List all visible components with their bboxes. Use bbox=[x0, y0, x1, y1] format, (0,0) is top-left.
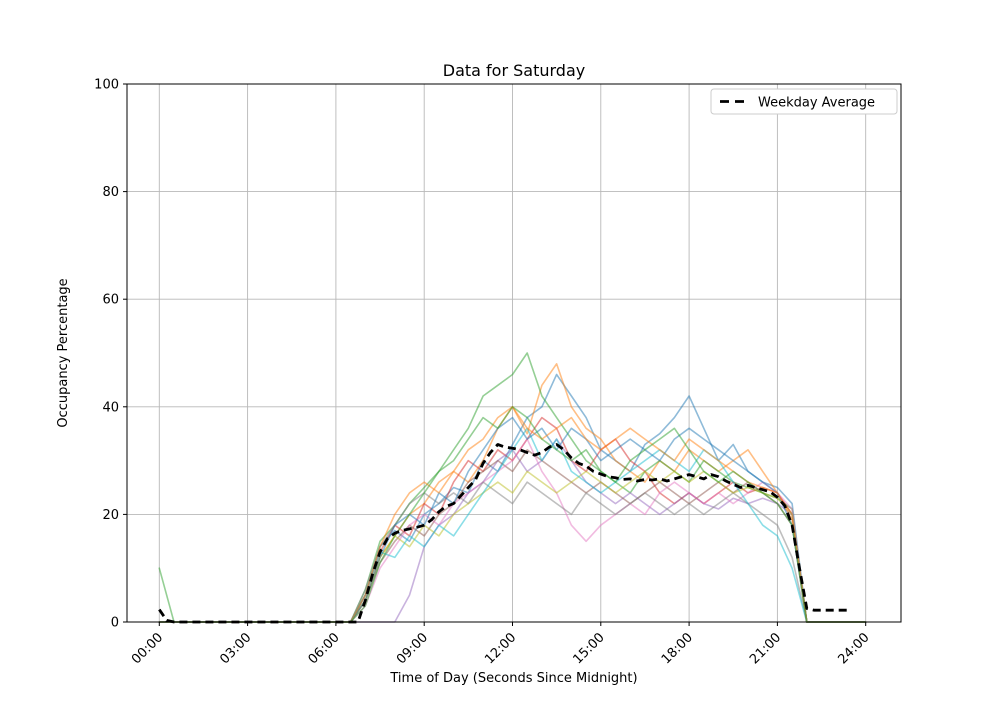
x-tick-label: 12:00 bbox=[482, 630, 519, 667]
x-axis-label: Time of Day (Seconds Since Midnight) bbox=[389, 671, 637, 686]
y-tick-label: 100 bbox=[94, 78, 119, 93]
x-tick-labels: 00:00 03:00 06:00 09:00 12:00 15:00 18:0… bbox=[129, 630, 873, 667]
plot-border bbox=[126, 83, 902, 623]
x-tick-label: 00:00 bbox=[129, 630, 166, 667]
y-tick-label: 20 bbox=[102, 508, 119, 523]
x-tick-label: 21:00 bbox=[747, 630, 784, 667]
y-tick-label: 0 bbox=[111, 616, 119, 631]
x-tick-label: 24:00 bbox=[835, 630, 872, 667]
x-tick-label: 18:00 bbox=[659, 630, 696, 667]
x-tick-label: 06:00 bbox=[306, 630, 343, 667]
legend-box bbox=[710, 88, 898, 115]
y-tick-label: 80 bbox=[102, 185, 119, 200]
y-tick-labels: 0 20 40 60 80 100 bbox=[94, 78, 119, 631]
chart-title: Data for Saturday bbox=[443, 61, 585, 80]
x-tick-label: 09:00 bbox=[394, 630, 431, 667]
legend-label: Weekday Average bbox=[758, 96, 875, 111]
legend: Weekday Average bbox=[710, 88, 898, 115]
y-tick-label: 40 bbox=[102, 400, 119, 415]
tick-marks bbox=[123, 83, 867, 626]
grid-lines bbox=[127, 83, 901, 623]
y-tick-label: 60 bbox=[102, 293, 119, 308]
x-tick-label: 03:00 bbox=[217, 630, 254, 667]
x-tick-label: 15:00 bbox=[571, 630, 608, 667]
y-axis-label: Occupancy Percentage bbox=[56, 278, 71, 427]
